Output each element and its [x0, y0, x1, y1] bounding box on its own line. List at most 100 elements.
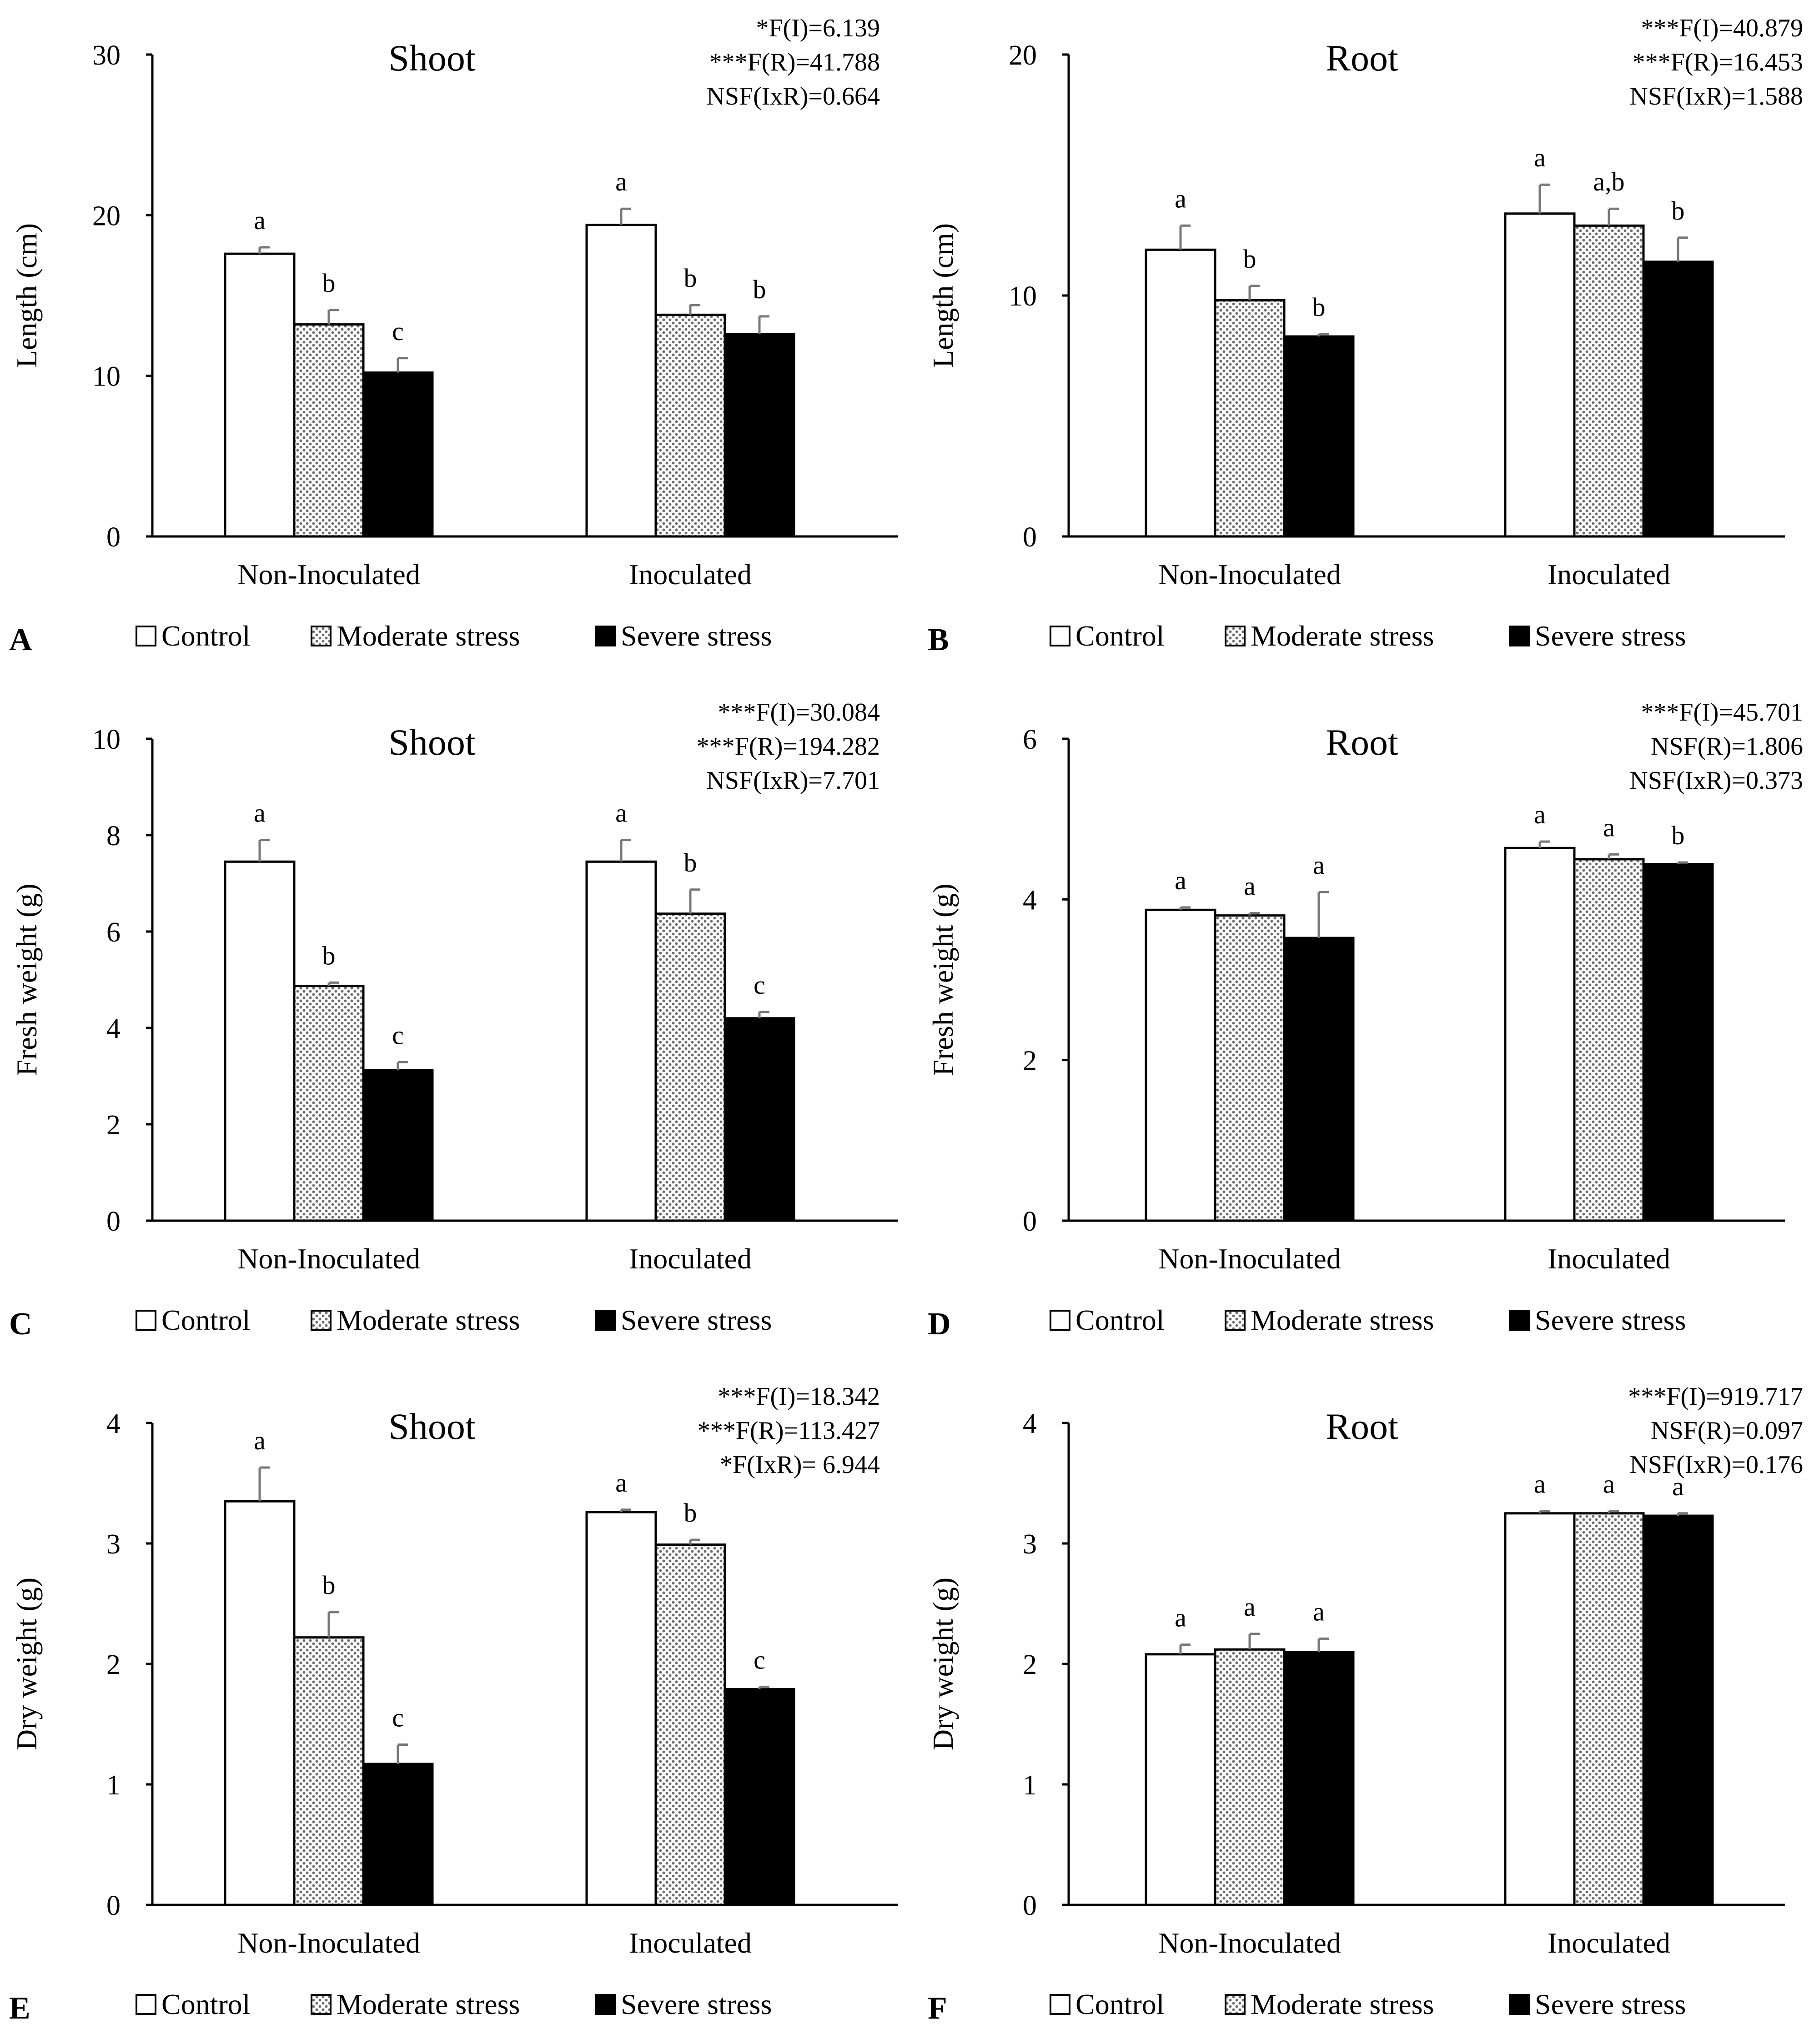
legend-swatch: [1225, 626, 1246, 646]
bar: [293, 1636, 365, 1906]
y-tick-label: 0: [1023, 1890, 1037, 1921]
bar: [654, 912, 726, 1222]
significance-letter: a: [1244, 871, 1256, 901]
legend-label: Severe stress: [621, 1988, 772, 2020]
panel-c: 0 2 4 6 8 10 Fresh weight (g) Shoot ***F(I)=30.0…: [9, 698, 898, 1342]
stats-line: NSF(IxR)=0.664: [706, 82, 880, 110]
significance-letter: b: [1312, 292, 1326, 322]
y-tick-label: 8: [106, 821, 121, 852]
bar: [1283, 937, 1355, 1222]
x-tick-label: Inoculated: [1548, 1242, 1670, 1275]
x-tick-label: Non-Inoculated: [237, 558, 420, 591]
y-tick-label: 6: [106, 917, 121, 948]
legend-label: Control: [1075, 1988, 1165, 2020]
legend-swatch: [595, 1994, 616, 2015]
panel-f: 0 1 2 3 4 Dry weight (g) Root ***F(I)=919.717 NS…: [927, 1383, 1803, 2026]
y-tick-label: 2: [1023, 1046, 1037, 1077]
significance-letter: b: [753, 275, 766, 304]
y-tick-label: 6: [1023, 724, 1037, 755]
significance-letter: a: [1534, 143, 1546, 172]
bar: [1573, 858, 1645, 1222]
bar: [1504, 847, 1576, 1222]
significance-letter: a: [1175, 1603, 1186, 1633]
y-tick-label: 10: [92, 361, 121, 392]
significance-letter: b: [322, 268, 336, 298]
y-tick-label: 4: [106, 1013, 121, 1044]
bar: [1145, 908, 1216, 1222]
x-tick-label: Inoculated: [629, 1927, 752, 1959]
bar: [1642, 1514, 1714, 1906]
legend-label: Severe stress: [1535, 620, 1686, 652]
legend-swatch: [311, 626, 332, 646]
y-axis-label: Dry weight (g): [10, 1578, 43, 1750]
bar: [1573, 224, 1645, 538]
significance-letter: a: [254, 205, 266, 235]
y-tick-label: 10: [1009, 281, 1037, 312]
bar: [224, 1500, 296, 1906]
significance-letter: a: [1534, 1469, 1546, 1498]
bar: [362, 371, 434, 538]
legend-label: Moderate stress: [337, 1304, 520, 1336]
significance-letter: c: [392, 1703, 404, 1733]
y-tick-label: 0: [1023, 1206, 1037, 1237]
bar: [1642, 261, 1714, 538]
legend-label: Control: [1075, 620, 1165, 652]
stats-line: ***F(R)=41.788: [709, 48, 880, 76]
legend-label: Control: [1075, 1304, 1165, 1336]
bar: [1573, 1512, 1645, 1906]
panel-letter: F: [928, 1991, 947, 2026]
stats-line: ***F(I)=919.717: [1628, 1383, 1803, 1411]
significance-letter: a: [1534, 800, 1546, 829]
significance-letter: c: [392, 316, 404, 346]
legend-swatch: [595, 626, 616, 646]
legend-swatch: [1509, 1310, 1530, 1331]
legend-swatch: [311, 1994, 332, 2015]
x-tick-label: Inoculated: [629, 1242, 752, 1275]
bar: [724, 1688, 795, 1906]
legend-swatch: [311, 1310, 332, 1331]
panel-e: 0 1 2 3 4 Dry weight (g) Shoot ***F(I)=18.342 **…: [9, 1383, 898, 2026]
bar: [585, 1511, 657, 1906]
bar: [1283, 335, 1355, 538]
legend-label: Severe stress: [1535, 1988, 1686, 2020]
legend-label: Severe stress: [621, 620, 772, 652]
significance-letter: b: [1672, 821, 1685, 850]
stats-line: *F(IxR)= 6.944: [720, 1451, 880, 1479]
y-tick-label: 1: [1023, 1770, 1037, 1801]
legend-label: Control: [161, 1304, 251, 1336]
bar: [293, 985, 365, 1222]
x-tick-label: Inoculated: [1548, 1927, 1670, 1959]
x-tick-label: Non-Inoculated: [237, 1242, 420, 1275]
legend-label: Moderate stress: [337, 1988, 520, 2020]
stats-line: NSF(IxR)=0.176: [1629, 1451, 1803, 1479]
significance-letter: a: [1603, 812, 1615, 842]
x-tick-label: Non-Inoculated: [1158, 1927, 1341, 1959]
chart-title: Root: [1326, 1406, 1398, 1447]
chart-title: Shoot: [388, 37, 476, 79]
significance-letter: a: [1175, 184, 1186, 213]
significance-letter: b: [1672, 196, 1685, 225]
legend-swatch: [1225, 1994, 1246, 2015]
y-tick-label: 30: [92, 40, 121, 71]
chart-title: Shoot: [388, 1406, 476, 1447]
legend-label: Severe stress: [1535, 1304, 1686, 1336]
legend-swatch: [1509, 1994, 1530, 2015]
x-tick-label: Inoculated: [1548, 558, 1670, 591]
y-tick-label: 2: [1023, 1649, 1037, 1680]
legend-swatch: [1050, 1994, 1070, 2015]
legend-label: Moderate stress: [1251, 1988, 1434, 2020]
significance-letter: c: [754, 970, 765, 1000]
stats-line: NSF(IxR)=1.588: [1629, 82, 1803, 110]
significance-letter: a,b: [1593, 167, 1624, 196]
x-tick-label: Non-Inoculated: [237, 1927, 420, 1959]
stats-line: ***F(I)=40.879: [1641, 14, 1803, 42]
legend-swatch: [595, 1310, 616, 1331]
chart-title: Root: [1326, 721, 1398, 763]
stats-line: NSF(IxR)=7.701: [706, 766, 880, 795]
legend-label: Moderate stress: [337, 620, 520, 652]
y-axis-label: Length (cm): [927, 223, 959, 368]
bar: [224, 252, 296, 538]
significance-letter: a: [615, 798, 627, 828]
y-tick-label: 0: [106, 1206, 121, 1237]
y-tick-label: 4: [1023, 885, 1037, 916]
